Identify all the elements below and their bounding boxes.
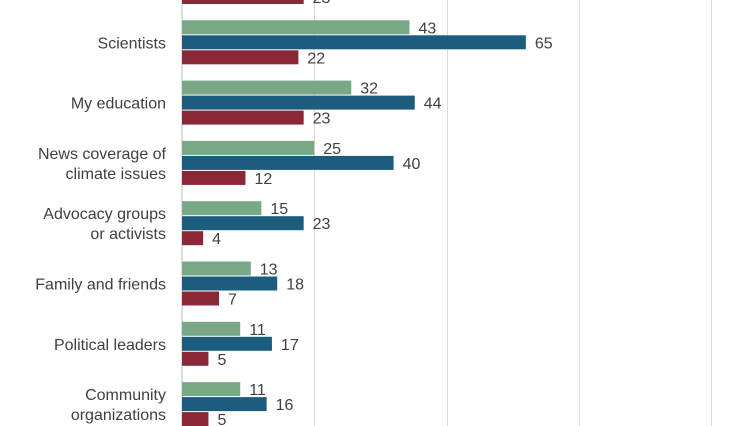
value-label: 15 xyxy=(270,201,288,218)
value-label: 44 xyxy=(424,96,442,113)
category-label: Community xyxy=(85,387,166,404)
value-label: 13 xyxy=(260,262,278,279)
bar xyxy=(182,351,209,366)
category-label: organizations xyxy=(71,407,166,424)
bar xyxy=(182,95,415,110)
value-label: 11 xyxy=(249,382,266,399)
bar xyxy=(182,216,304,231)
value-label: 5 xyxy=(217,412,226,426)
value-label: 18 xyxy=(286,277,304,294)
bar xyxy=(182,397,267,412)
bar xyxy=(182,382,241,397)
value-label: 17 xyxy=(281,337,299,354)
bar xyxy=(182,321,241,336)
category-label: News coverage of xyxy=(38,146,167,163)
bar xyxy=(182,261,251,276)
value-label: 32 xyxy=(360,81,378,98)
bar-layer xyxy=(182,0,526,426)
value-label: 4 xyxy=(212,231,221,248)
value-label: 22 xyxy=(307,50,325,67)
value-label: 25 xyxy=(323,141,341,158)
category-label: My education xyxy=(71,96,166,113)
bar xyxy=(182,276,278,291)
bar xyxy=(182,170,246,185)
bar xyxy=(182,20,410,35)
bar xyxy=(182,291,220,306)
label-layer: 23 43 65 22 Scientists 32 44 23 My education 25 40… xyxy=(35,0,552,426)
value-label: 11 xyxy=(249,322,266,339)
bar xyxy=(182,80,352,95)
value-label: 7 xyxy=(228,292,237,309)
value-label: 12 xyxy=(254,171,272,188)
category-label: Advocacy groups xyxy=(43,206,166,223)
bar xyxy=(182,140,315,155)
bar xyxy=(182,35,526,50)
category-label: Family and friends xyxy=(35,277,166,294)
bar xyxy=(182,201,262,216)
bar xyxy=(182,336,272,351)
value-label: 65 xyxy=(535,35,553,52)
bar xyxy=(182,0,304,4)
value-label: 23 xyxy=(313,0,331,7)
category-label: climate issues xyxy=(66,166,166,183)
value-label: 23 xyxy=(313,216,331,233)
bar xyxy=(182,50,299,65)
bar xyxy=(182,412,209,426)
bar xyxy=(182,110,304,125)
bar xyxy=(182,231,204,246)
category-label: or activists xyxy=(90,226,166,243)
value-label: 5 xyxy=(217,352,226,369)
bar xyxy=(182,155,394,170)
value-label: 43 xyxy=(418,20,436,37)
category-label: Scientists xyxy=(98,35,166,52)
value-label: 23 xyxy=(313,111,331,128)
category-label: Political leaders xyxy=(54,337,166,354)
value-label: 40 xyxy=(403,156,421,173)
value-label: 16 xyxy=(276,397,294,414)
